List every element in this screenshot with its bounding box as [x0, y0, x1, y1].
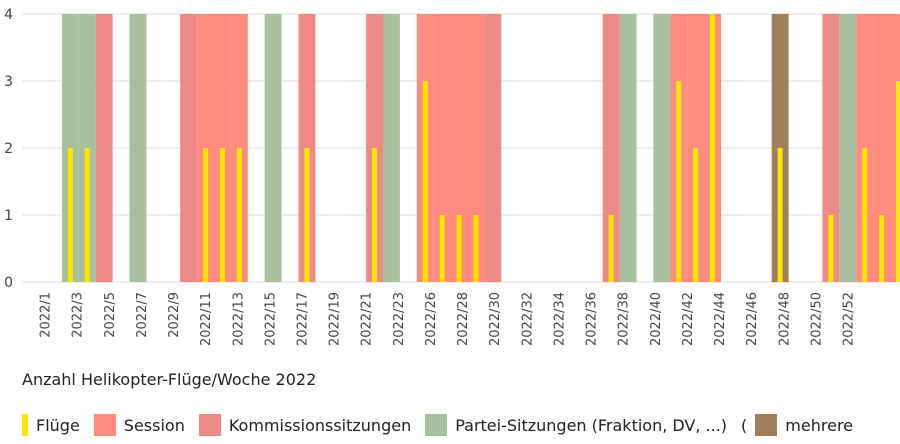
flight-bar-week-23 — [439, 215, 445, 282]
legend-swatch-mehrere — [755, 414, 778, 436]
flight-bar-week-46 — [828, 215, 834, 282]
flight-bar-week-22 — [422, 81, 428, 282]
y-tick-0: 0 — [4, 275, 13, 291]
x-tick-2022-52: 2022/52 — [842, 292, 857, 346]
band-partei-sitzungen-fraktion-dv-week-34 — [619, 14, 637, 282]
band-session-week-25 — [467, 14, 485, 282]
flight-bar-week-48 — [862, 148, 868, 282]
flight-bar-week-38 — [693, 148, 699, 282]
x-tick-2022-1: 2022/1 — [39, 292, 54, 338]
x-tick-2022-7: 2022/7 — [135, 292, 150, 338]
band-partei-sitzungen-fraktion-dv-week-13 — [264, 14, 282, 282]
band-partei-sitzungen-fraktion-dv-week-5 — [129, 14, 147, 282]
legend-item-mehrere[interactable]: ( mehrere — [741, 414, 853, 436]
flight-bar-week-10 — [219, 148, 225, 282]
x-tick-2022-19: 2022/19 — [328, 292, 343, 346]
legend-swatch-partei-sitzungen — [425, 414, 448, 436]
band-session-week-23 — [433, 14, 451, 282]
x-tick-2022-9: 2022/9 — [167, 292, 182, 338]
legend-swatch-kommissionssitzungen — [198, 414, 221, 436]
x-tick-2022-48: 2022/48 — [777, 292, 792, 346]
legend-label-fluege: Flüge — [36, 415, 80, 435]
x-tick-2022-17: 2022/17 — [296, 292, 311, 346]
band-session-week-24 — [450, 14, 468, 282]
flight-bar-week-9 — [203, 148, 209, 282]
band-session-week-49 — [873, 14, 890, 282]
x-tick-2022-3: 2022/3 — [71, 292, 86, 338]
legend-swatch-session — [93, 414, 116, 436]
background-bands — [61, 14, 900, 282]
x-tick-2022-34: 2022/34 — [552, 292, 567, 346]
flight-bar-week-11 — [236, 148, 242, 282]
chart-caption: Anzahl Helikopter-Flüge/Woche 2022 — [22, 370, 317, 389]
x-tick-2022-23: 2022/23 — [392, 292, 407, 346]
x-tick-2022-28: 2022/28 — [456, 292, 471, 346]
legend-label-partei-sitzungen: Partei-Sitzungen (Fraktion, DV, ...) — [455, 415, 728, 435]
flight-bar-week-1 — [67, 148, 73, 282]
x-tick-2022-21: 2022/21 — [360, 292, 375, 346]
legend-item-fluege[interactable]: Flüge — [22, 414, 80, 436]
y-tick-4: 4 — [4, 7, 13, 23]
flight-bar-week-50 — [895, 81, 900, 282]
legend: Flüge Session Kommissionssitzungen Parte… — [22, 414, 867, 436]
band-partei-sitzungen-fraktion-dv-week-36 — [653, 14, 671, 282]
y-tick-1: 1 — [4, 208, 13, 224]
x-tick-2022-26: 2022/26 — [424, 292, 439, 346]
band-kommissionssitzungen-week-8 — [180, 14, 198, 282]
flight-bar-week-33 — [608, 215, 614, 282]
x-tick-2022-42: 2022/42 — [681, 292, 696, 346]
x-tick-2022-13: 2022/13 — [231, 292, 246, 346]
flight-bars — [67, 14, 900, 282]
band-partei-sitzungen-fraktion-dv-week-47 — [839, 14, 857, 282]
legend-swatch-fluege — [22, 414, 28, 436]
legend-label-kommissionssitzungen: Kommissionssitzungen — [228, 415, 412, 435]
flight-bar-week-49 — [879, 215, 885, 282]
band-kommissionssitzungen-week-46 — [822, 14, 840, 282]
legend-item-partei-sitzungen[interactable]: Partei-Sitzungen (Fraktion, DV, ...) — [425, 414, 727, 436]
flight-bar-week-2 — [84, 148, 90, 282]
x-tick-2022-36: 2022/36 — [585, 292, 600, 346]
legend-label-session: Session — [123, 415, 185, 435]
legend-item-session[interactable]: Session — [93, 414, 185, 436]
flight-bar-week-39 — [710, 14, 716, 282]
x-tick-2022-38: 2022/38 — [617, 292, 632, 346]
band-kommissionssitzungen-week-3 — [95, 14, 113, 282]
x-tick-2022-5: 2022/5 — [103, 292, 118, 338]
flight-bar-week-37 — [676, 81, 682, 282]
flight-bar-week-15 — [304, 148, 310, 282]
flight-bar-week-19 — [372, 148, 378, 282]
x-axis-ticks: 2022/1 2022/3 2022/5 2022/7 2022/9 2022/11 202… — [39, 292, 857, 346]
flight-bar-week-24 — [456, 215, 462, 282]
legend-item-kommissionssitzungen[interactable]: Kommissionssitzungen — [198, 414, 412, 436]
y-axis-ticks: 0 1 2 3 4 — [4, 7, 13, 291]
y-tick-2: 2 — [4, 141, 13, 157]
flight-bar-week-25 — [473, 215, 479, 282]
x-tick-2022-50: 2022/50 — [809, 292, 824, 346]
x-tick-2022-40: 2022/40 — [649, 292, 664, 346]
legend-label-mehrere: mehrere — [785, 415, 854, 435]
band-session-week-50 — [890, 14, 900, 282]
x-tick-2022-46: 2022/46 — [745, 292, 760, 346]
y-tick-3: 3 — [4, 74, 13, 90]
x-tick-2022-15: 2022/15 — [263, 292, 278, 346]
x-tick-2022-11: 2022/11 — [199, 292, 214, 346]
band-kommissionssitzungen-week-33 — [602, 14, 620, 282]
x-tick-2022-30: 2022/30 — [488, 292, 503, 346]
flight-bar-week-43 — [777, 148, 783, 282]
band-kommissionssitzungen-week-26 — [484, 14, 502, 282]
x-tick-2022-44: 2022/44 — [713, 292, 728, 346]
legend-open-paren: ( — [741, 415, 748, 435]
band-partei-sitzungen-fraktion-dv-week-20 — [383, 14, 400, 282]
x-tick-2022-32: 2022/32 — [520, 292, 535, 346]
